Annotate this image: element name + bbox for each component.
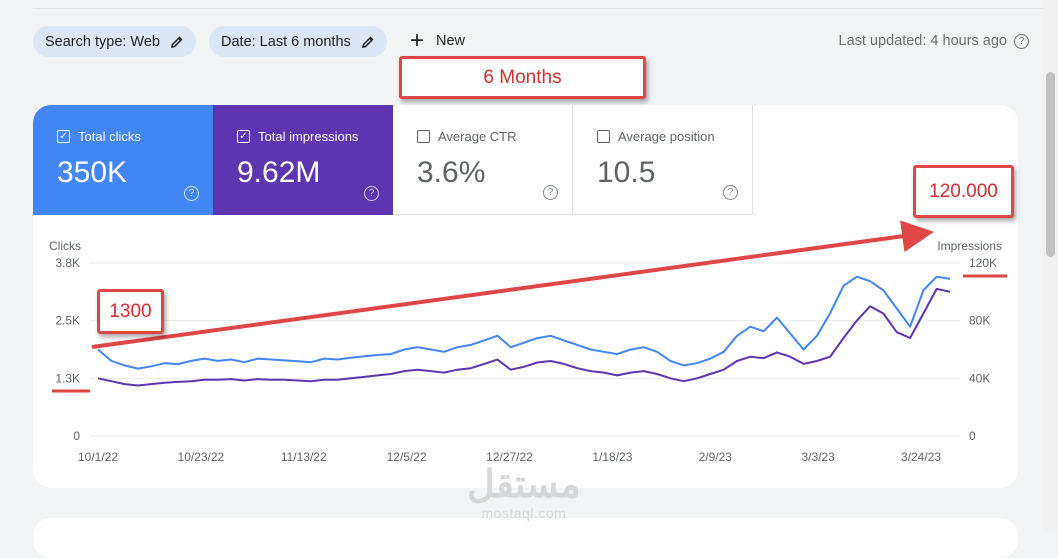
callout-120000: 120.000: [913, 165, 1014, 218]
metric-label: Average position: [618, 129, 715, 144]
metric-value: 10.5: [597, 156, 656, 189]
y-right-tick-label: 80K: [969, 314, 990, 328]
metric-tile-total-impressions[interactable]: ✓ Total impressions 9.62M ?: [213, 105, 393, 215]
scrollbar[interactable]: [1043, 0, 1058, 532]
performance-line-chart: Clicks Impressions 3.8K 120K 2.5K 80K 1.3K 40…: [49, 239, 1002, 464]
checkbox-checked-icon[interactable]: ✓: [57, 130, 70, 143]
y-left-tick-label: 2.5K: [55, 314, 80, 328]
x-tick-label: 11/13/22: [281, 450, 327, 464]
last-updated: Last updated: 4 hours ago ?: [838, 33, 1029, 49]
y-left-tick-label: 0: [73, 429, 80, 443]
date-label: Date: Last 6 months: [221, 33, 351, 50]
x-tick-label: 10/23/22: [178, 450, 225, 464]
x-tick-label: 3/24/23: [901, 450, 941, 464]
x-tick-label: 2/9/23: [699, 450, 733, 464]
y-left-axis-label: Clicks: [49, 239, 81, 253]
y-right-tick-label: 40K: [969, 371, 990, 385]
y-right-tick-label: 120K: [969, 256, 997, 270]
plus-icon: +: [410, 27, 425, 54]
metric-tile-average-position[interactable]: Average position 10.5 ?: [573, 105, 753, 215]
search-type-label: Search type: Web: [45, 33, 160, 50]
last-updated-text: Last updated: 4 hours ago: [838, 33, 1008, 49]
new-label: New: [436, 33, 466, 49]
x-tick-label: 3/3/23: [801, 450, 835, 464]
callout-6-months: 6 Months: [399, 56, 646, 99]
series-line-impressions: [97, 287, 951, 387]
secondary-card: [33, 518, 1018, 558]
x-tick-label: 10/1/22: [78, 450, 118, 464]
edit-pencil-icon: [361, 35, 374, 48]
x-tick-label: 1/18/23: [592, 450, 632, 464]
metric-value: 3.6%: [417, 156, 486, 189]
date-filter-chip[interactable]: Date: Last 6 months: [209, 26, 387, 57]
y-right-tick-label: 0: [969, 429, 976, 443]
metric-value: 9.62M: [237, 156, 321, 189]
metric-value: 350K: [57, 156, 128, 189]
series-line-clicks: [97, 275, 951, 370]
performance-card: ✓ Total clicks 350K ? ✓ Total impressions …: [33, 105, 1018, 488]
x-tick-label: 12/27/22: [486, 450, 533, 464]
help-icon[interactable]: ?: [364, 186, 379, 201]
checkbox-unchecked-icon[interactable]: [417, 130, 430, 143]
metric-label: Total impressions: [258, 129, 359, 144]
help-icon[interactable]: ?: [1014, 33, 1029, 49]
metric-tile-average-ctr[interactable]: Average CTR 3.6% ?: [393, 105, 573, 215]
y-left-tick-label: 3.8K: [55, 256, 80, 270]
metric-label: Average CTR: [438, 129, 517, 144]
callout-1300: 1300: [97, 289, 164, 334]
y-left-tick-label: 1.3K: [55, 371, 80, 385]
checkbox-checked-icon[interactable]: ✓: [237, 130, 250, 143]
edit-pencil-icon: [171, 35, 183, 48]
y-right-axis-label: Impressions: [937, 239, 1002, 253]
x-tick-label: 12/5/22: [387, 450, 427, 464]
search-type-filter-chip[interactable]: Search type: Web: [33, 26, 196, 57]
checkbox-unchecked-icon[interactable]: [597, 130, 610, 143]
help-icon[interactable]: ?: [543, 185, 558, 200]
top-divider: [33, 8, 1043, 9]
watermark-logo: مستقل mostaql.com: [467, 464, 581, 521]
metric-label: Total clicks: [78, 129, 141, 144]
scrollbar-thumb[interactable]: [1046, 72, 1055, 257]
metric-tile-total-clicks[interactable]: ✓ Total clicks 350K ?: [33, 105, 213, 215]
help-icon[interactable]: ?: [184, 186, 199, 201]
help-icon[interactable]: ?: [723, 185, 738, 200]
new-filter-button[interactable]: + New: [410, 29, 465, 53]
